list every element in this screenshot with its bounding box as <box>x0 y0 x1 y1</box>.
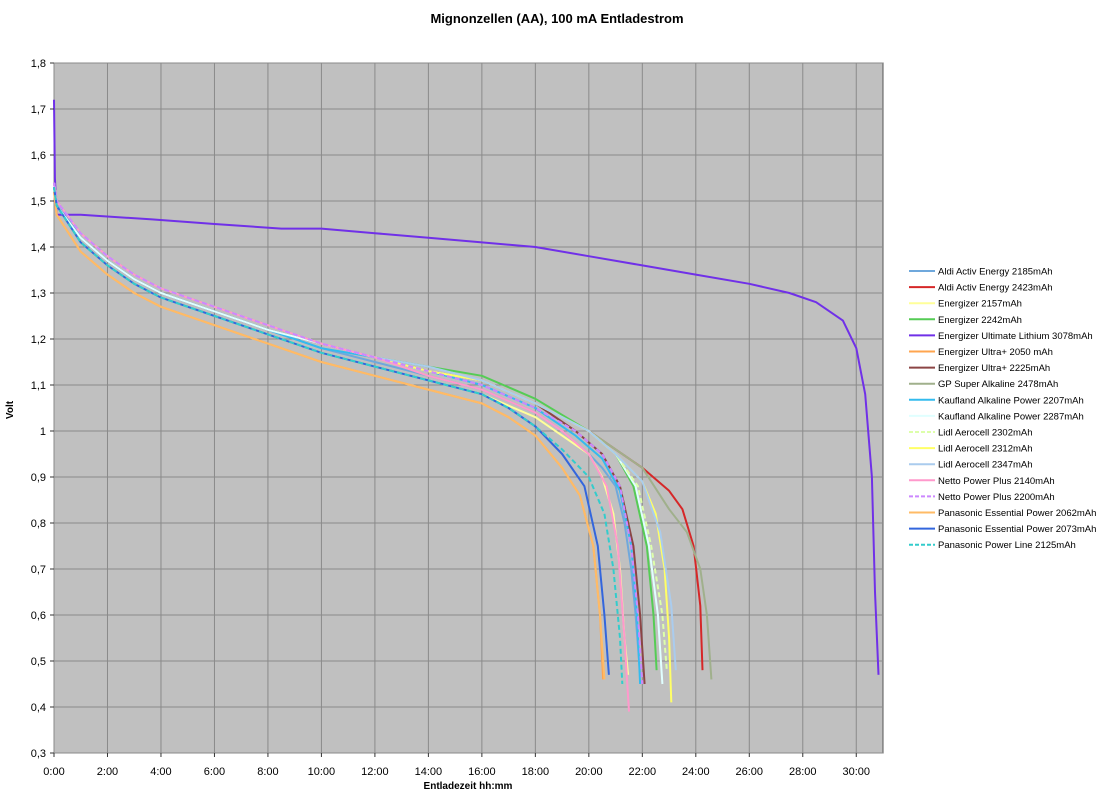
y-tick-label: 0,6 <box>31 610 46 622</box>
legend-label: Aldi Activ Energy 2423mAh <box>938 283 1053 294</box>
y-tick-label: 1,5 <box>31 196 46 208</box>
plot-area <box>53 62 884 754</box>
x-tick-label: 12:00 <box>361 766 389 778</box>
y-tick-label: 1,7 <box>31 104 46 116</box>
x-tick-label: 20:00 <box>575 766 603 778</box>
y-tick-label: 1 <box>40 426 46 438</box>
legend-label: Panasonic Power Line 2125mAh <box>938 540 1076 551</box>
legend: Aldi Activ Energy 2185mAh Aldi Activ Ener… <box>909 267 1096 551</box>
legend-label: Aldi Activ Energy 2185mAh <box>938 267 1053 278</box>
y-tick-label: 0,7 <box>31 564 46 576</box>
y-tick-label: 0,9 <box>31 472 46 484</box>
x-tick-label: 0:00 <box>43 766 64 778</box>
x-tick-label: 22:00 <box>629 766 657 778</box>
legend-label: Lidl Aerocell 2312mAh <box>938 444 1033 455</box>
series-lines <box>53 99 880 712</box>
legend-label: Netto Power Plus 2200mAh <box>938 492 1055 503</box>
y-tick-label: 0,4 <box>31 702 46 714</box>
y-tick-label: 1,2 <box>31 334 46 346</box>
y-tick-label: 0,8 <box>31 518 46 530</box>
series-line <box>53 182 644 685</box>
legend-label: GP Super Alkaline 2478mAh <box>938 379 1058 390</box>
legend-label: Energizer 2242mAh <box>938 315 1022 326</box>
y-tick-label: 0,5 <box>31 656 46 668</box>
series-line <box>53 99 880 675</box>
x-tick-label: 10:00 <box>308 766 336 778</box>
y-tick-label: 1,3 <box>31 288 46 300</box>
x-tick-label: 28:00 <box>789 766 817 778</box>
series-line <box>53 182 668 671</box>
legend-label: Energizer Ultra+ 2225mAh <box>938 363 1050 374</box>
legend-label: Energizer Ultra+ 2050 mAh <box>938 347 1053 358</box>
grid-lines <box>53 62 883 754</box>
y-tick-label: 1,1 <box>31 380 46 392</box>
legend-label: Kaufland Alkaline Power 2287mAh <box>938 411 1084 422</box>
x-axis-label: Entladezeit hh:mm <box>424 781 513 792</box>
x-tick-label: 26:00 <box>736 766 764 778</box>
y-tick-label: 1,6 <box>31 150 46 162</box>
y-tick-label: 1,8 <box>31 58 46 70</box>
series-line <box>53 191 606 680</box>
legend-label: Energizer Ultimate Lithium 3078mAh <box>938 331 1093 342</box>
x-tick-label: 16:00 <box>468 766 496 778</box>
x-tick-label: 18:00 <box>522 766 550 778</box>
legend-label: Panasonic Essential Power 2073mAh <box>938 524 1096 535</box>
legend-label: Energizer 2157mAh <box>938 299 1022 310</box>
axes: 0,3 0,4 0,5 0,6 0,7 0,8 0,9 1 1,1 1,2 1,3 1,4 1,5 1,6… <box>31 58 870 778</box>
y-tick-label: 1,4 <box>31 242 46 254</box>
x-tick-label: 2:00 <box>97 766 118 778</box>
legend-label: Kaufland Alkaline Power 2207mAh <box>938 395 1084 406</box>
x-tick-label: 4:00 <box>150 766 171 778</box>
legend-label: Lidl Aerocell 2302mAh <box>938 428 1033 439</box>
x-tick-label: 8:00 <box>257 766 278 778</box>
y-axis-label: Volt <box>5 400 16 419</box>
series-line <box>53 187 624 685</box>
x-tick-label: 6:00 <box>204 766 225 778</box>
x-tick-label: 24:00 <box>682 766 710 778</box>
legend-label: Panasonic Essential Power 2062mAh <box>938 508 1096 519</box>
legend-label: Netto Power Plus 2140mAh <box>938 476 1055 487</box>
chart-title: Mignonzellen (AA), 100 mA Entladestrom <box>430 11 683 26</box>
legend-label: Lidl Aerocell 2347mAh <box>938 460 1033 471</box>
y-tick-label: 0,3 <box>31 748 46 760</box>
series-line <box>53 182 630 712</box>
x-tick-label: 30:00 <box>842 766 870 778</box>
x-tick-label: 14:00 <box>415 766 443 778</box>
